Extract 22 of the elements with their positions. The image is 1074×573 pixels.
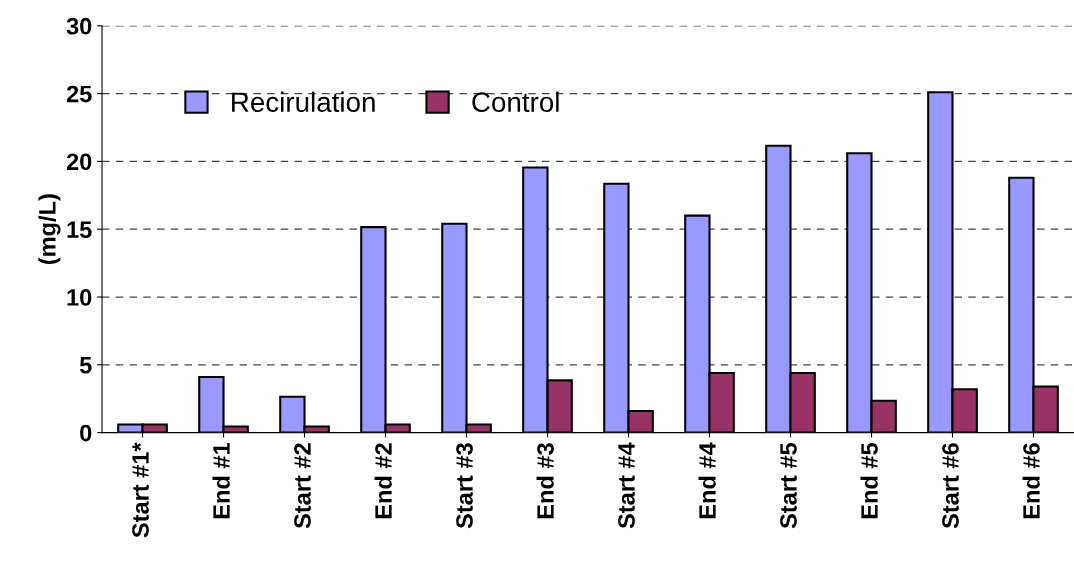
y-tick-label: 25 (66, 85, 92, 103)
legend-label: Recirulation (232, 91, 375, 113)
legend-label: Control (472, 91, 559, 113)
x-tick-label: End #3 (536, 443, 554, 519)
y-tick-label: 5 (79, 357, 92, 374)
y-tick-label: 15 (67, 221, 92, 238)
x-tick-label: Start #6 (942, 443, 959, 529)
x-tick-label: End #5 (860, 442, 878, 519)
y-tick-label: 30 (66, 17, 92, 35)
x-tick-label: End #4 (698, 442, 716, 519)
x-tick-label: End #6 (1022, 443, 1040, 519)
x-tick-label: Start #5 (780, 442, 797, 529)
x-tick-label: Start #3 (456, 443, 473, 529)
y-tick-label: 10 (67, 289, 92, 306)
x-tick-label: Start #4 (618, 442, 635, 529)
x-tick-label: Start #2 (294, 443, 311, 529)
y-tick-label: 20 (66, 153, 92, 171)
y-tick-label: 0 (80, 424, 92, 442)
x-tick-label: Start #1* (132, 442, 149, 538)
x-tick-label: End #1 (212, 442, 230, 519)
x-tick-label: End #2 (374, 443, 392, 519)
y-axis-title: (mg/L) (38, 194, 61, 265)
